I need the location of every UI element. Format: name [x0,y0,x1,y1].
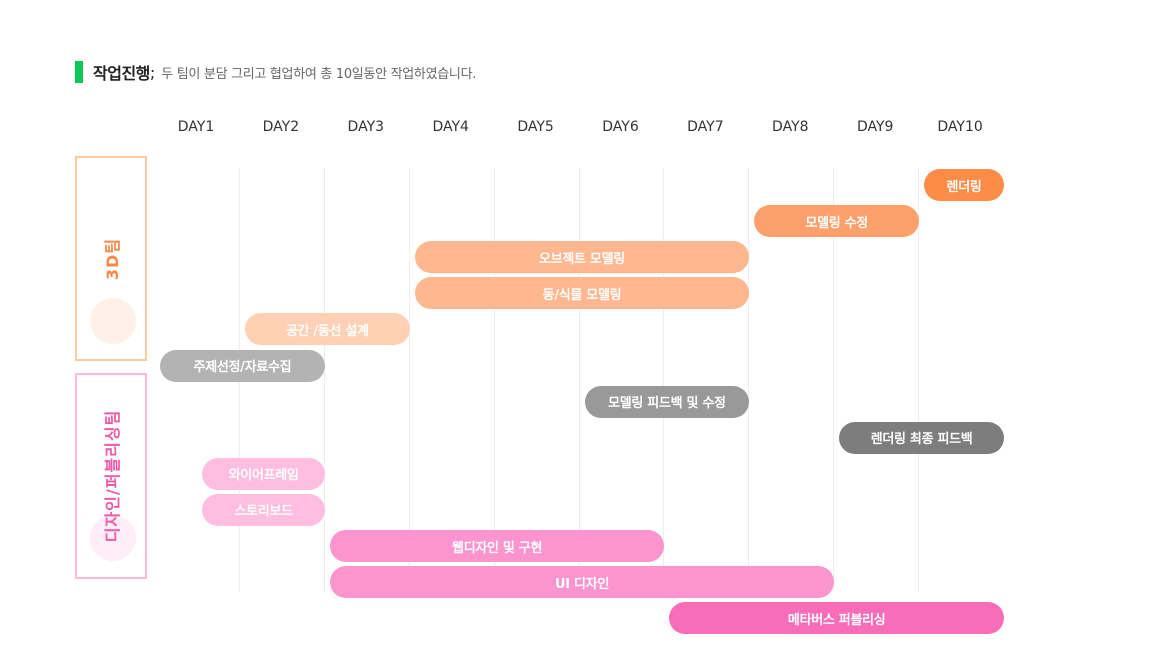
task-bar: 웹디자인 및 구현 [329,530,665,562]
task-bar: 주제선정/자료수집 [160,349,325,382]
day-label: DAY4 [432,119,469,135]
day-label: DAY1 [177,119,215,135]
task-bar: 동/식물 모델링 [414,277,750,310]
title-separator: ; [149,62,156,82]
day-gridline [324,168,325,592]
task-bar: 오브젝트 모델링 [414,241,750,274]
header-marker [75,61,83,83]
team-design-label: 디자인/퍼블리싱팀 [103,409,122,543]
day-gridline [748,168,749,592]
task-bar: 렌더링 최종 피드백 [839,421,1004,454]
section-header: 작업진행 ; 두 팀이 분담 그리고 협업하여 총 10일동안 작업하였습니다. [75,60,476,84]
team-design-decor-circle [90,515,136,561]
day-label: DAY9 [856,119,894,135]
task-bar: UI 디자인 [329,566,835,599]
task-bar: 모델링 피드백 및 수정 [584,385,750,418]
day-label: DAY5 [517,119,554,135]
day-label: DAY10 [937,119,983,135]
task-bar: 공간 /동선 설계 [244,313,410,346]
task-bar: 렌더링 [924,169,1004,201]
day-gridline [918,168,919,592]
day-label: DAY8 [772,119,809,135]
task-bar: 와이어프레임 [202,457,325,490]
task-bar: 메타버스 퍼블리싱 [669,602,1004,635]
task-bar: 스토리보드 [202,493,325,526]
day-gridline [663,168,664,592]
day-gridline [579,168,580,592]
team-3d-decor-circle [90,298,136,344]
day-gridline [833,168,834,592]
day-label: DAY7 [687,119,724,135]
team-design-box: 디자인/퍼블리싱팀 [75,373,147,579]
section-title: 작업진행 [93,64,150,83]
task-bar: 모델링 수정 [754,205,920,238]
day-label: DAY3 [347,119,385,135]
day-gridline [494,168,495,592]
section-description: 두 팀이 분담 그리고 협업하여 총 10일동안 작업하였습니다. [161,66,477,82]
day-label: DAY2 [262,119,300,135]
day-label: DAY6 [602,119,639,135]
team-3d-box: 3D팀 [75,156,147,361]
day-gridline [409,168,410,592]
team-3d-label: 3D팀 [103,237,122,280]
